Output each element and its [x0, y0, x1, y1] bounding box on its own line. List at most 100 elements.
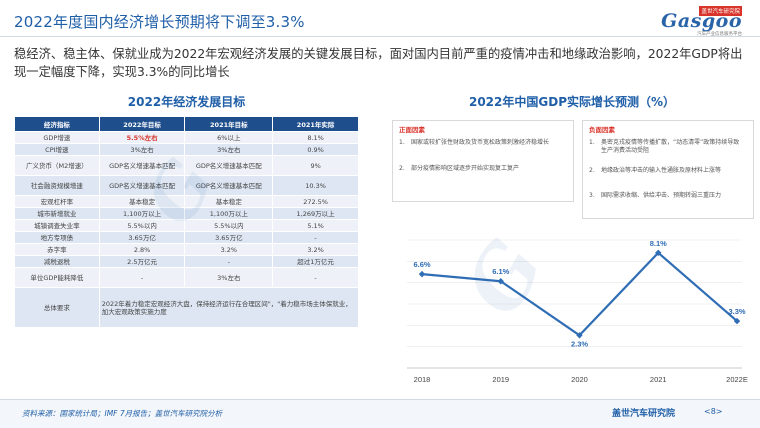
- indicator-cell: 城镇调查失业率: [14, 219, 100, 232]
- x-tick-label: 2021: [650, 375, 667, 384]
- value-cell: 3.2%: [272, 243, 359, 256]
- x-tick-label: 2020: [571, 375, 588, 384]
- table-row: 赤字率 2.8% 3.2% 3.2%: [14, 243, 359, 256]
- indicator-cell: 社会融资规模增速: [14, 175, 100, 196]
- value-cell: 2.8%: [98, 243, 186, 256]
- source-note: 资料来源：国家统计局；IMF 7月报告；盖世汽车研究院分析: [22, 409, 223, 418]
- value-cell: GDP名义增速基本匹配: [98, 155, 186, 176]
- value-cell: 3%左右: [98, 143, 186, 156]
- chart-title: 2022年中国GDP实际增长预测（%）: [468, 95, 676, 109]
- table-title: 2022年经济发展目标: [127, 95, 246, 109]
- positive-factor-item: 1. 国家或较扩张性财政及货币宽松政策刺激经济稳增长: [399, 139, 554, 147]
- data-point: [733, 317, 741, 325]
- factor-text: 部分疫情影响区域逐步开始实现复工复产: [411, 165, 520, 172]
- page-number: <8>: [704, 407, 723, 416]
- factor-number: 1.: [589, 139, 595, 146]
- logo-brand: Gasgoo: [661, 10, 742, 32]
- x-tick-label: 2022E: [726, 375, 748, 384]
- value-cell: 1,269万以上: [272, 207, 359, 220]
- value-cell: 6%以上: [184, 131, 274, 144]
- value-cell: 3.65万亿: [184, 231, 274, 244]
- value-cell: 5.5%以内: [184, 219, 274, 232]
- value-cell: 272.5%: [272, 195, 359, 208]
- indicator-cell: 宏观杠杆率: [14, 195, 100, 208]
- value-cell: -: [272, 231, 359, 244]
- factor-text: 奥密克戎疫情等传播扩散，“动态清零”政策持续导致生产消费活动受阻: [601, 139, 740, 154]
- value-cell: 基本稳定: [98, 195, 186, 208]
- negative-factor-item: 2. 地缘政治等冲击的输入性通胀及原材料上涨等: [589, 167, 744, 175]
- value-cell: GDP名义增速基本匹配: [184, 175, 274, 196]
- value-cell: 3%左右: [184, 267, 274, 288]
- data-point: [497, 278, 504, 285]
- value-cell: 2.5万亿元: [98, 255, 186, 268]
- negative-factor-item: 3. 国际需求收缩、供给冲击、预期转弱三重压力: [589, 192, 744, 200]
- negative-factors-box: 负面因素 1. 奥密克戎疫情等传播扩散，“动态清零”政策持续导致生产消费活动受阻 …: [582, 120, 754, 219]
- value-cell: 0.9%: [272, 143, 359, 156]
- table-summary-row: 总体要求 2022年着力稳定宏观经济大盘，保持经济运行在合理区间"，"着力稳市场主…: [14, 287, 360, 328]
- negative-factor-item: 1. 奥密克戎疫情等传播扩散，“动态清零”政策持续导致生产消费活动受阻: [589, 139, 744, 155]
- logo-tag: 盖世汽车研究院: [699, 6, 742, 16]
- table-row: 社会融资规模增速 GDP名义增速基本匹配 GDP名义增速基本匹配 10.3%: [14, 175, 359, 196]
- value-cell: 5.1%: [272, 219, 359, 232]
- value-cell: GDP名义增速基本匹配: [98, 175, 186, 196]
- value-cell: 3%左右: [184, 143, 274, 156]
- indicator-cell: 地方专项债: [14, 231, 100, 244]
- table-row: GDP增速 5.5%左右 6%以上 8.1%: [14, 131, 359, 144]
- value-cell: GDP名义增速基本匹配: [184, 155, 274, 176]
- x-tick-label: 2019: [492, 375, 509, 384]
- data-label: 6.6%: [413, 260, 430, 269]
- x-tick-label: 2018: [414, 375, 431, 384]
- table-header-cell: 2022年目标: [98, 116, 186, 132]
- positive-factor-item: 2. 部分疫情影响区域逐步开始实现复工复产: [399, 165, 554, 173]
- indicator-cell: CPI增速: [14, 143, 100, 156]
- value-cell: 3.2%: [184, 243, 274, 256]
- factor-number: 2.: [399, 165, 405, 172]
- footer-divider: [0, 399, 760, 400]
- value-cell: -: [272, 267, 359, 288]
- table-row: 单位GDP能耗降低 -3%左右 -: [14, 267, 359, 288]
- economic-targets-table: 经济指标 2022年目标 2021年目标 2021年实际 GDP增速 5.5%左右…: [14, 116, 360, 328]
- table-header-row: 经济指标 2022年目标 2021年目标 2021年实际: [14, 116, 359, 132]
- value-cell: 10.3%: [272, 175, 359, 196]
- table-row: 城市新增就业 1,100万以上 1,100万以上 1,269万以上: [14, 207, 359, 220]
- factor-number: 1.: [399, 139, 405, 146]
- indicator-cell: 广义货币（M2增速）: [14, 155, 100, 176]
- gdp-line-chart: 6.6% 2018 6.1% 2019 2.3% 2020 8.1% 2021 3.3% 2022…: [407, 239, 748, 384]
- table-header-cell: 2021年实际: [272, 116, 359, 132]
- factor-number: 2.: [589, 167, 595, 174]
- data-label: 3.3%: [728, 307, 745, 316]
- factor-text: 国际需求收缩、供给冲击、预期转弱三重压力: [601, 192, 722, 199]
- summary-label-cell: 总体要求: [14, 287, 100, 328]
- footer-band: [0, 400, 760, 428]
- table-row: CPI增速 3%左右 3%左右 0.9%: [14, 143, 359, 156]
- value-cell: 9%: [272, 155, 359, 176]
- page-title: 2022年度国内经济增长预期将下调至3.3%: [14, 13, 305, 31]
- indicator-cell: 单位GDP能耗降低: [14, 267, 100, 288]
- value-cell: 5.5%以内: [98, 219, 186, 232]
- indicator-cell: 赤字率: [14, 243, 100, 256]
- value-cell: 1,100万以上: [98, 207, 186, 220]
- value-cell: -: [98, 267, 186, 288]
- positive-factors-box: 正面因素 1. 国家或较扩张性财政及货币宽松政策刺激经济稳增长 2. 部分疫情影响区…: [392, 120, 574, 202]
- series-line: [421, 251, 738, 337]
- value-cell: 8.1%: [272, 131, 359, 144]
- summary-text-cell: 2022年着力稳定宏观经济大盘，保持经济运行在合理区间"，"着力稳市场主体保就业…: [98, 287, 360, 328]
- data-point: [576, 332, 583, 339]
- indicator-cell: 城市新增就业: [14, 207, 100, 220]
- negative-factors-heading: 负面因素: [589, 126, 615, 134]
- indicator-cell: GDP增速: [14, 131, 100, 144]
- logo-sub: 汽车产业信息服务平台: [697, 32, 742, 37]
- value-cell: 5.5%左右: [98, 131, 186, 144]
- value-cell: -: [184, 255, 274, 268]
- header-divider: [0, 36, 760, 37]
- value-cell: 超过1万亿元: [272, 255, 359, 268]
- gasgoo-logo: 盖世汽车研究院 Gasgoo 汽车产业信息服务平台: [622, 6, 742, 38]
- data-label: 8.1%: [650, 239, 667, 248]
- intro-paragraph: 稳经济、稳主体、保就业成为2022年宏观经济发展的关键发展目标，面对国内目前严重…: [14, 47, 743, 79]
- positive-factors-heading: 正面因素: [399, 126, 425, 134]
- table-header-cell: 2021年目标: [184, 116, 274, 132]
- footer-brand: 盖世汽车研究院: [612, 409, 676, 419]
- factor-text: 地缘政治等冲击的输入性通胀及原材料上涨等: [601, 167, 722, 174]
- table-row: 广义货币（M2增速） GDP名义增速基本匹配 GDP名义增速基本匹配 9%: [14, 155, 359, 176]
- data-label: 6.1%: [492, 267, 509, 276]
